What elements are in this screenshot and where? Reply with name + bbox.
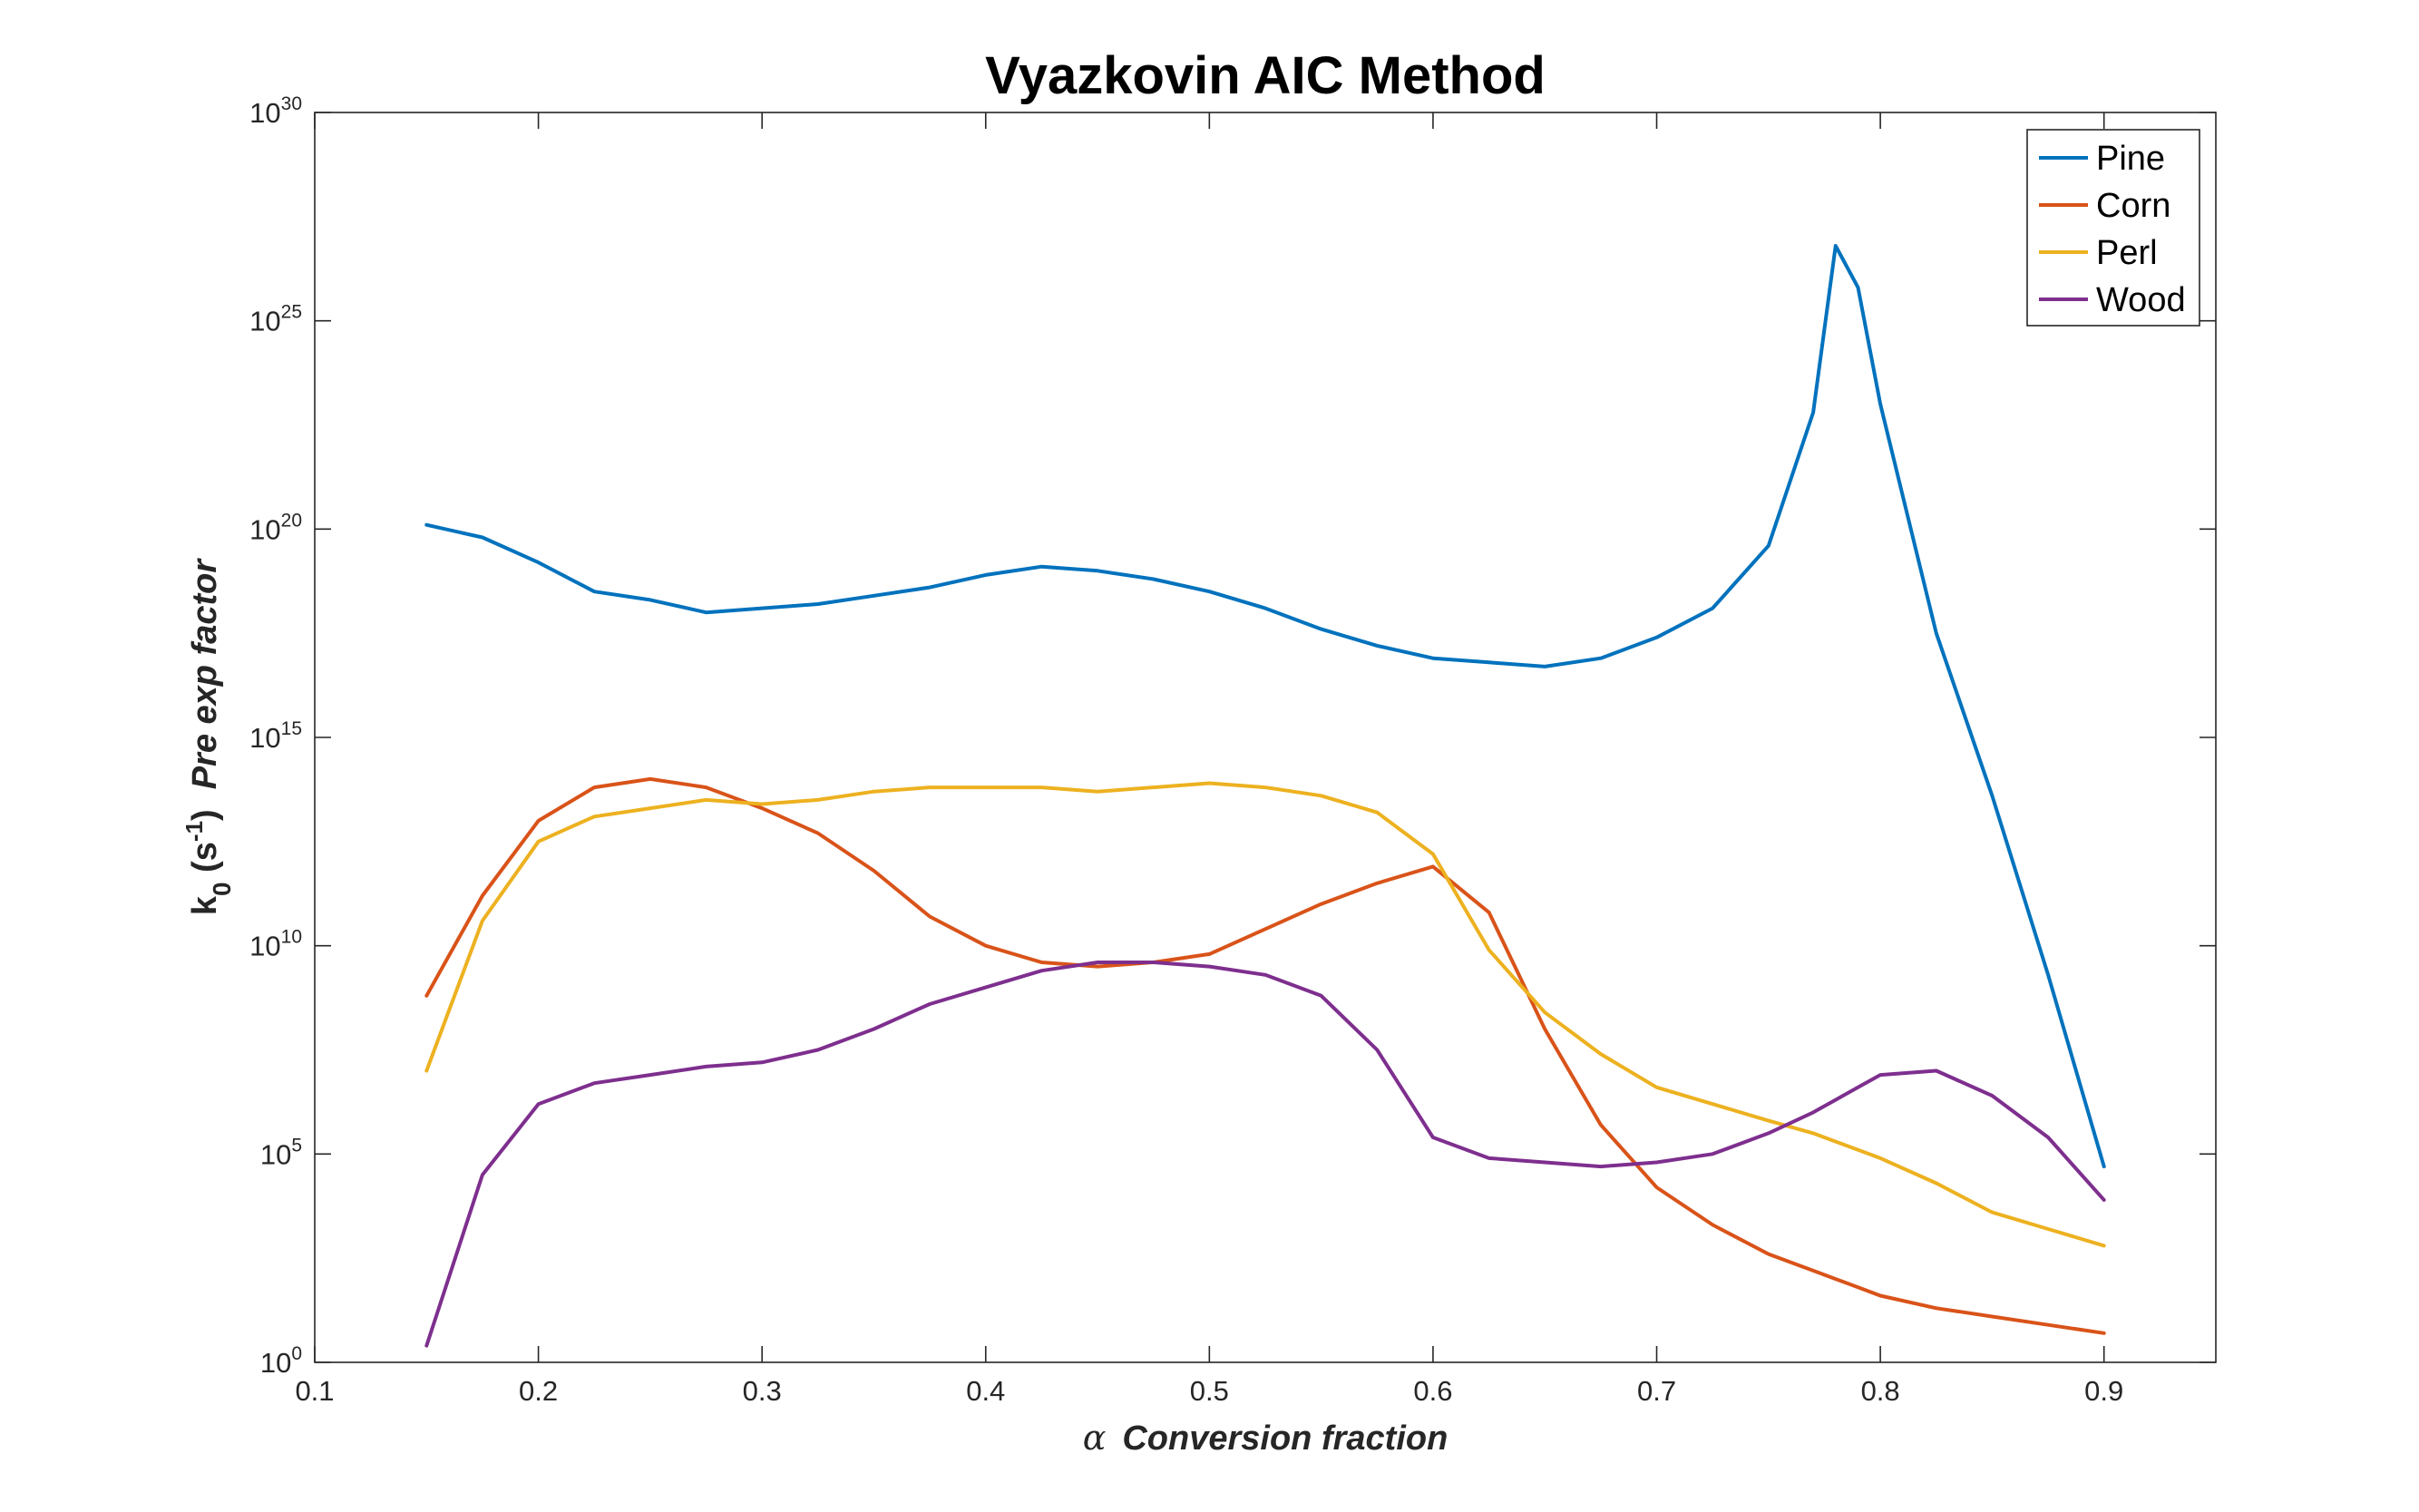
x-axis-text: Conversion fraction xyxy=(1122,1419,1448,1458)
y-tick-exponent: 5 xyxy=(291,1135,302,1156)
y-tick-exponent: 15 xyxy=(281,718,302,739)
x-tick-label: 0.2 xyxy=(519,1375,558,1407)
x-tick-label: 0.9 xyxy=(2084,1375,2123,1407)
y-tick-base: 10 xyxy=(249,722,280,754)
y-tick-base: 10 xyxy=(249,513,280,545)
y-tick-exponent: 25 xyxy=(281,302,302,323)
legend-label-perl: Perl xyxy=(2096,234,2158,272)
plot-area xyxy=(314,112,2217,1363)
x-tick-label: 0.5 xyxy=(1190,1375,1229,1407)
x-tick-label: 0.8 xyxy=(1861,1375,1900,1407)
chart-title: Vyazkovin AIC Method xyxy=(985,46,1546,105)
y-tick-exponent: 30 xyxy=(281,93,302,114)
legend-label-pine: Pine xyxy=(2096,140,2165,178)
legend-box xyxy=(2026,129,2200,327)
x-axis-label: α Conversion fraction xyxy=(1083,1418,1448,1458)
y-axis-label: k0 (s-1) Pre exp factor xyxy=(180,558,236,916)
x-tick-label: 0.7 xyxy=(1637,1375,1676,1407)
x-tick-label: 0.1 xyxy=(295,1375,334,1407)
y-tick-label: 1010 xyxy=(249,927,302,962)
y-axis-subscript: 0 xyxy=(208,882,236,896)
y-tick-label: 1015 xyxy=(249,718,302,754)
series-layer xyxy=(424,244,2106,1348)
x-tick-label: 0.3 xyxy=(743,1375,782,1407)
series-line-perl xyxy=(424,781,2106,1248)
y-axis-units-exp: -1 xyxy=(180,821,208,842)
y-tick-label: 100 xyxy=(260,1343,302,1379)
y-axis-text: Pre exp factor xyxy=(186,558,224,790)
y-tick-label: 1025 xyxy=(249,302,302,337)
x-axis-ticks: 0.1 0.2 0.3 0.4 0.5 0.6 0.7 0.8 0.9 xyxy=(295,112,2123,1407)
x-axis-symbol: α xyxy=(1083,1418,1107,1458)
y-axis-symbol: k xyxy=(186,895,224,915)
series-line-pine xyxy=(424,244,2106,1169)
legend-label-wood: Wood xyxy=(2096,281,2186,319)
y-tick-exponent: 10 xyxy=(281,927,302,948)
series-line-corn xyxy=(424,776,2106,1335)
y-tick-label: 1020 xyxy=(249,510,302,545)
legend: Pine Corn Perl Wood xyxy=(2026,129,2200,327)
y-tick-base: 10 xyxy=(260,1138,291,1170)
y-tick-label: 1030 xyxy=(249,93,302,129)
plot-background xyxy=(315,112,2216,1362)
y-tick-label: 105 xyxy=(260,1135,302,1170)
y-axis-units-close: ) xyxy=(186,809,224,821)
legend-items: Pine Corn Perl Wood xyxy=(2039,140,2186,319)
x-tick-label: 0.6 xyxy=(1413,1375,1452,1407)
y-tick-exponent: 0 xyxy=(291,1343,302,1364)
y-tick-base: 10 xyxy=(249,931,280,962)
y-tick-exponent: 20 xyxy=(281,510,302,531)
y-axis-units-open: (s xyxy=(186,842,224,882)
y-tick-base: 10 xyxy=(260,1347,291,1379)
y-tick-base: 10 xyxy=(249,97,280,129)
legend-label-corn: Corn xyxy=(2096,187,2170,225)
series-line-wood xyxy=(424,961,2106,1348)
y-tick-base: 10 xyxy=(249,306,280,337)
x-tick-label: 0.4 xyxy=(966,1375,1005,1407)
